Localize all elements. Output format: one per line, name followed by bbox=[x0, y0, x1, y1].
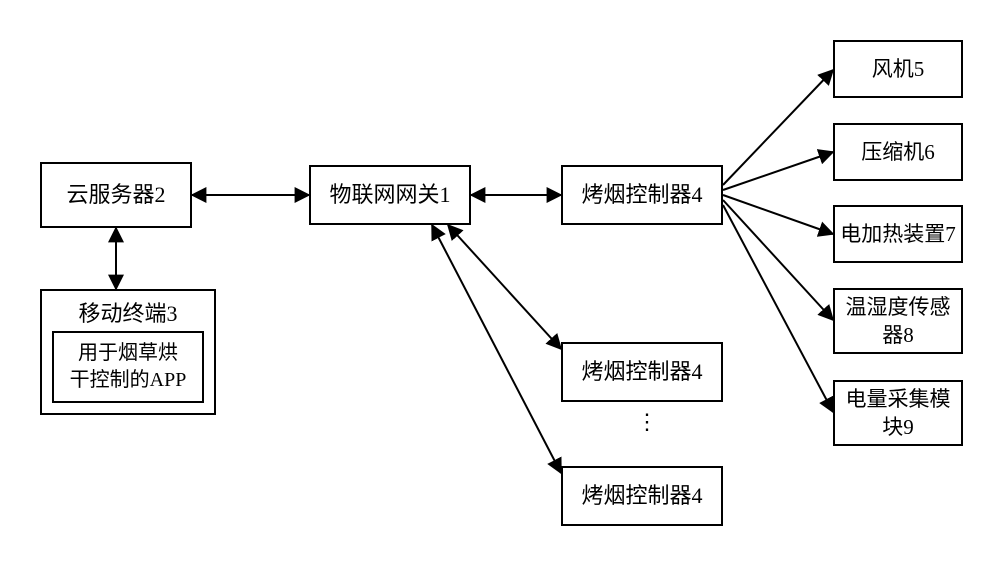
edge-gateway-ctrl3 bbox=[432, 225, 561, 473]
edge-ctrl1-sensor bbox=[723, 200, 833, 320]
edges-layer bbox=[0, 0, 1000, 577]
edge-ctrl1-heater bbox=[723, 195, 833, 234]
edge-ctrl1-fan bbox=[723, 70, 833, 185]
edge-ctrl1-power bbox=[723, 205, 833, 412]
edge-ctrl1-compressor bbox=[723, 152, 833, 190]
